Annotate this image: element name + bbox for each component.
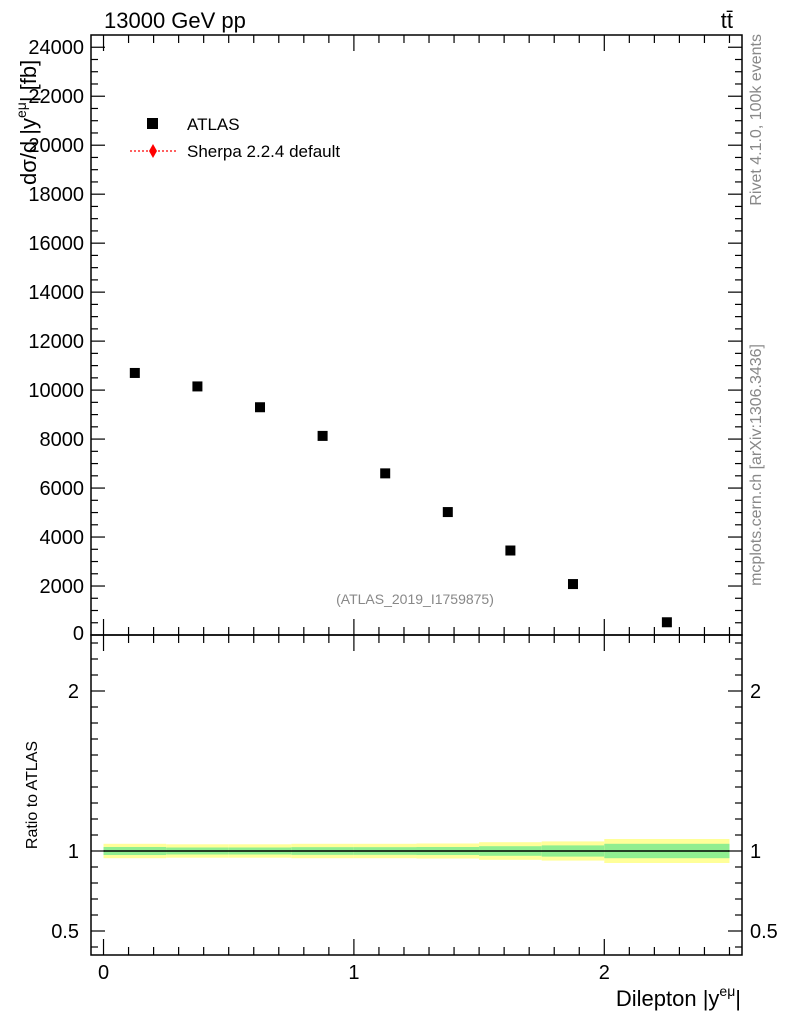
main-y-label-main: dσ/d |y	[16, 118, 41, 185]
legend: ATLAS Sherpa 2.2.4 default	[130, 115, 340, 161]
ratio-panel-frame	[90, 634, 743, 956]
main-y-tick-label: 20000	[28, 135, 84, 157]
mcplots-label: mcplots.cern.ch [arXiv:1306.3436]	[748, 344, 765, 586]
main-y-tick-label: 16000	[28, 233, 84, 255]
atlas-data-point	[661, 617, 672, 628]
legend-atlas-label: ATLAS	[187, 115, 240, 134]
analysis-watermark: (ATLAS_2019_I1759875)	[336, 591, 494, 607]
x-axis-label: Dilepton |yeμ|	[616, 983, 741, 1011]
main-y-tick-label: 22000	[28, 86, 84, 108]
main-y-tick-label: 10000	[28, 380, 84, 402]
atlas-data-point	[317, 430, 328, 441]
atlas-data-point	[380, 468, 391, 479]
atlas-data-point	[442, 507, 453, 518]
legend-sherpa-marker	[149, 144, 157, 158]
legend-sherpa-label: Sherpa 2.2.4 default	[187, 142, 340, 161]
main-y-axis-label: dσ/d |yeμ| [fb]	[13, 60, 41, 185]
x-tick-label: 2	[599, 962, 610, 984]
ratio-y-tick-label: 0.5	[51, 921, 79, 943]
x-label-tail: |	[735, 986, 741, 1011]
atlas-data-point	[567, 579, 578, 590]
main-y-tick-label-zero: 0	[73, 623, 84, 645]
legend-atlas-marker	[147, 118, 158, 129]
main-y-ticks: 2000 4000 6000 8000 10000 12000 14000 16000 1800…	[28, 37, 742, 645]
main-y-tick-label: 14000	[28, 282, 84, 304]
x-tick-label: 1	[348, 962, 359, 984]
ratio-y-tick-label-right: 0.5	[750, 921, 778, 943]
process-label: tt̄	[721, 8, 733, 33]
atlas-data-points	[129, 367, 672, 628]
x-tick-label: 0	[98, 962, 109, 984]
main-y-tick-label: 8000	[40, 429, 85, 451]
ratio-x-ticks: 0 1 2	[98, 635, 731, 984]
main-y-tick-label: 2000	[40, 576, 85, 598]
ratio-y-tick-label-right: 1	[750, 841, 761, 863]
x-label-sup: eμ	[719, 983, 735, 999]
main-y-tick-label: 6000	[40, 478, 85, 500]
x-label-main: Dilepton |y	[616, 986, 720, 1011]
main-y-label-tail: | [fb]	[16, 60, 41, 102]
ratio-y-axis-label: Ratio to ATLAS	[24, 741, 41, 849]
atlas-data-point	[505, 545, 516, 556]
ratio-y-ticks: 0.5 0.5 1 1 2 2	[51, 642, 778, 948]
main-y-label-sup: eμ	[13, 102, 29, 118]
atlas-data-point	[255, 402, 266, 413]
main-x-ticks	[102, 35, 731, 635]
ratio-y-tick-label: 2	[68, 681, 79, 703]
main-y-tick-label: 18000	[28, 184, 84, 206]
rivet-version-label: Rivet 4.1.0, 100k events	[748, 34, 765, 206]
atlas-data-point	[129, 367, 140, 378]
main-y-tick-label: 12000	[28, 331, 84, 353]
main-y-tick-label: 4000	[40, 527, 85, 549]
main-y-tick-label: 24000	[28, 37, 84, 59]
ratio-y-tick-label: 1	[68, 841, 79, 863]
atlas-data-point	[192, 381, 203, 392]
ratio-y-tick-label-right: 2	[750, 681, 761, 703]
energy-label: 13000 GeV pp	[104, 8, 246, 33]
